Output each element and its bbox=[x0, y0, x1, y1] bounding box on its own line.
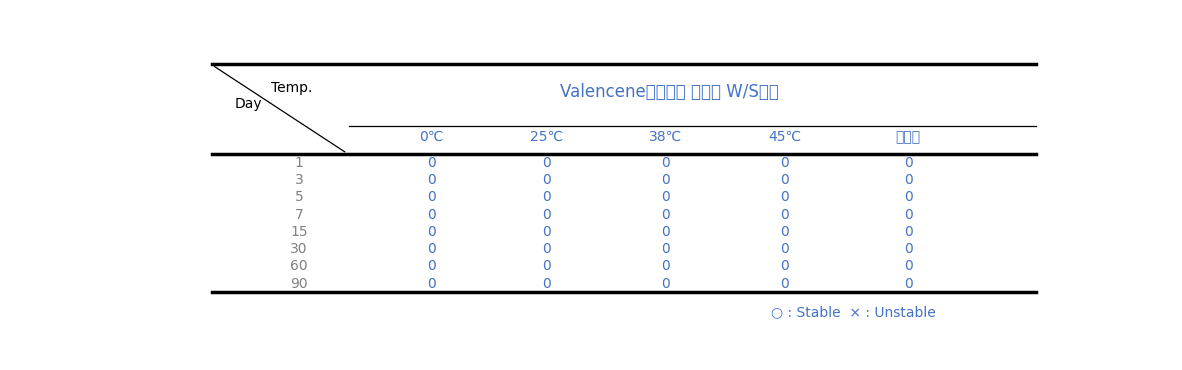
Text: 0: 0 bbox=[428, 277, 436, 290]
Text: 0: 0 bbox=[661, 242, 670, 256]
Text: 0: 0 bbox=[428, 173, 436, 187]
Text: 0: 0 bbox=[780, 277, 788, 290]
Text: 60: 60 bbox=[290, 259, 307, 273]
Text: 0: 0 bbox=[428, 259, 436, 273]
Text: 0: 0 bbox=[780, 190, 788, 204]
Text: 0: 0 bbox=[661, 190, 670, 204]
Text: 0: 0 bbox=[428, 208, 436, 222]
Text: 0: 0 bbox=[661, 208, 670, 222]
Text: 0: 0 bbox=[904, 277, 913, 290]
Text: 5: 5 bbox=[294, 190, 304, 204]
Text: 3: 3 bbox=[294, 173, 304, 187]
Text: 0: 0 bbox=[428, 156, 436, 170]
Text: 90: 90 bbox=[290, 277, 307, 290]
Text: 0: 0 bbox=[904, 242, 913, 256]
Text: 38℃: 38℃ bbox=[649, 130, 682, 144]
Text: 0: 0 bbox=[780, 259, 788, 273]
Text: 0: 0 bbox=[904, 225, 913, 239]
Text: 0: 0 bbox=[661, 225, 670, 239]
Text: 0: 0 bbox=[541, 173, 551, 187]
Text: 0: 0 bbox=[780, 156, 788, 170]
Text: 0: 0 bbox=[780, 173, 788, 187]
Text: 25℃: 25℃ bbox=[530, 130, 563, 144]
Text: 0: 0 bbox=[661, 173, 670, 187]
Text: 0: 0 bbox=[661, 259, 670, 273]
Text: 0: 0 bbox=[541, 156, 551, 170]
Text: 0: 0 bbox=[904, 173, 913, 187]
Text: 0: 0 bbox=[541, 208, 551, 222]
Text: Day: Day bbox=[235, 97, 262, 111]
Text: 0: 0 bbox=[428, 225, 436, 239]
Text: 0: 0 bbox=[780, 242, 788, 256]
Text: 30: 30 bbox=[290, 242, 307, 256]
Text: 0: 0 bbox=[541, 259, 551, 273]
Text: 0: 0 bbox=[780, 208, 788, 222]
Text: ○ : Stable  × : Unstable: ○ : Stable × : Unstable bbox=[771, 305, 935, 319]
Text: 0: 0 bbox=[904, 156, 913, 170]
Text: 15: 15 bbox=[290, 225, 307, 239]
Text: 45℃: 45℃ bbox=[768, 130, 801, 144]
Text: 0: 0 bbox=[428, 190, 436, 204]
Text: 0: 0 bbox=[904, 259, 913, 273]
Text: 0: 0 bbox=[904, 208, 913, 222]
Text: 0: 0 bbox=[661, 156, 670, 170]
Text: Temp.: Temp. bbox=[272, 81, 313, 95]
Text: 0: 0 bbox=[541, 225, 551, 239]
Text: 0: 0 bbox=[661, 277, 670, 290]
Text: 0: 0 bbox=[428, 242, 436, 256]
Text: 1: 1 bbox=[294, 156, 304, 170]
Text: 0℃: 0℃ bbox=[420, 130, 444, 144]
Text: 자외선: 자외선 bbox=[896, 130, 921, 144]
Text: 0: 0 bbox=[541, 190, 551, 204]
Text: 0: 0 bbox=[541, 242, 551, 256]
Text: 0: 0 bbox=[904, 190, 913, 204]
Text: 0: 0 bbox=[541, 277, 551, 290]
Text: Valencene추출물을 첨가한 W/S크림: Valencene추출물을 첨가한 W/S크림 bbox=[560, 83, 779, 101]
Text: 7: 7 bbox=[294, 208, 304, 222]
Text: 0: 0 bbox=[780, 225, 788, 239]
